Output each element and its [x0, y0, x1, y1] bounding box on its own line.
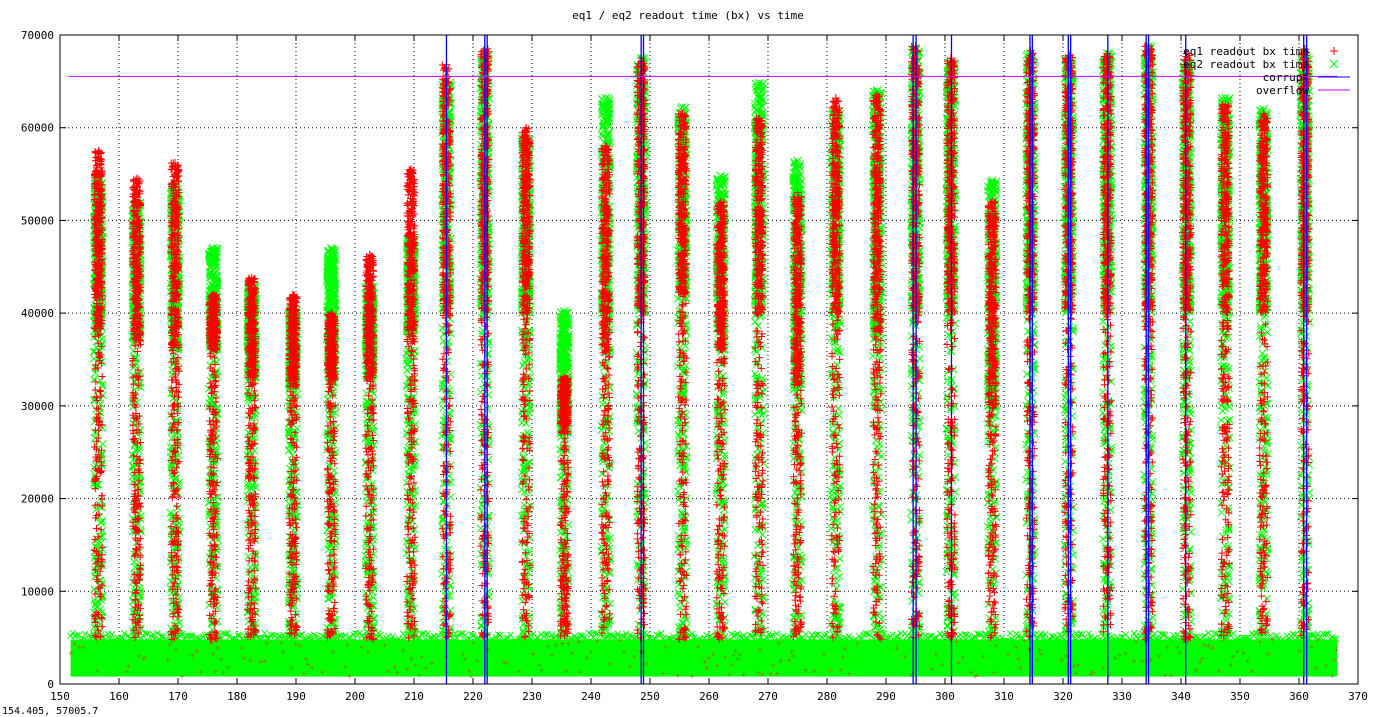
- baseline-band-fill: [70, 639, 1338, 677]
- eq1-column-14: [598, 142, 614, 637]
- eq2-column-7: [323, 243, 340, 644]
- x-tick-label: 290: [876, 690, 896, 703]
- eq1-column-2: [129, 174, 145, 641]
- y-tick-label: 10000: [21, 585, 54, 598]
- eq1-column-24: [984, 197, 1000, 642]
- x-tick-label: 190: [286, 690, 306, 703]
- eq1-series: [90, 42, 1313, 643]
- eq1-column-13: [556, 374, 572, 640]
- coordinate-readout: 154.405, 57005.7: [2, 706, 99, 717]
- eq1-column-17: [713, 197, 729, 643]
- eq1-column-1: [90, 146, 106, 641]
- x-tick-label: 170: [168, 690, 188, 703]
- x-tick-label: 240: [581, 690, 601, 703]
- eq1-column-3: [167, 158, 183, 643]
- eq1-column-7: [323, 309, 339, 641]
- eq1-column-4: [205, 290, 221, 643]
- x-tick-label: 360: [1289, 690, 1309, 703]
- x-tick-label: 370: [1348, 690, 1368, 703]
- legend-label-3: corrupt: [1263, 71, 1309, 84]
- y-tick-label: 30000: [21, 400, 54, 413]
- x-tick-label: 250: [640, 690, 660, 703]
- y-tick-label: 50000: [21, 214, 54, 227]
- x-tick-label: 320: [1053, 690, 1073, 703]
- eq1-column-9: [403, 165, 419, 642]
- eq1-column-21: [869, 91, 885, 643]
- y-tick-label: 70000: [21, 29, 54, 42]
- eq1-column-5: [244, 273, 260, 641]
- x-tick-label: 310: [994, 690, 1014, 703]
- eq1-column-20: [828, 94, 844, 641]
- x-tick-label: 260: [699, 690, 719, 703]
- x-tick-label: 280: [817, 690, 837, 703]
- corrupt-series: [445, 35, 1308, 684]
- x-tick-label: 160: [109, 690, 129, 703]
- eq2-series: [90, 41, 1314, 644]
- baseline-eq1-marks: [68, 637, 1339, 679]
- eq1-column-19: [790, 188, 805, 640]
- x-tick-label: 210: [404, 690, 424, 703]
- eq1-column-16: [674, 109, 690, 643]
- axis-ticks: 150 160 170 180 190 200 210 220 230 240 250 260 270 2…: [21, 29, 1368, 703]
- legend-label-1: eq1 readout bx time: [1183, 45, 1309, 58]
- eq1-column-18: [751, 114, 767, 637]
- chart-title: eq1 / eq2 readout time (bx) vs time: [572, 9, 804, 22]
- baseline-band: [67, 629, 1340, 679]
- x-tick-label: 330: [1112, 690, 1132, 703]
- y-tick-label: 60000: [21, 122, 54, 135]
- y-tick-label: 20000: [21, 493, 54, 506]
- x-tick-label: 340: [1171, 690, 1191, 703]
- eq1-column-31: [1256, 109, 1272, 637]
- legend-marker-eq1: [1330, 47, 1338, 55]
- eq1-column-6: [285, 290, 301, 639]
- eq1-column-32: [1297, 44, 1313, 639]
- legend-marker-eq2: [1329, 59, 1339, 69]
- x-tick-label: 270: [758, 690, 778, 703]
- x-tick-label: 230: [522, 690, 542, 703]
- x-tick-label: 200: [345, 690, 365, 703]
- eq1-column-30: [1217, 100, 1233, 639]
- y-tick-label: 0: [47, 678, 54, 691]
- legend-label-2: eq2 readout bx time: [1183, 58, 1309, 71]
- x-tick-label: 300: [935, 690, 955, 703]
- legend-label-4: overflow: [1256, 84, 1309, 97]
- x-tick-label: 180: [227, 690, 247, 703]
- y-tick-label: 40000: [21, 307, 54, 320]
- x-tick-label: 150: [50, 690, 70, 703]
- x-tick-label: 350: [1230, 690, 1250, 703]
- eq1-column-8: [362, 250, 378, 643]
- x-tick-label: 220: [463, 690, 483, 703]
- eq1-column-12: [518, 123, 534, 641]
